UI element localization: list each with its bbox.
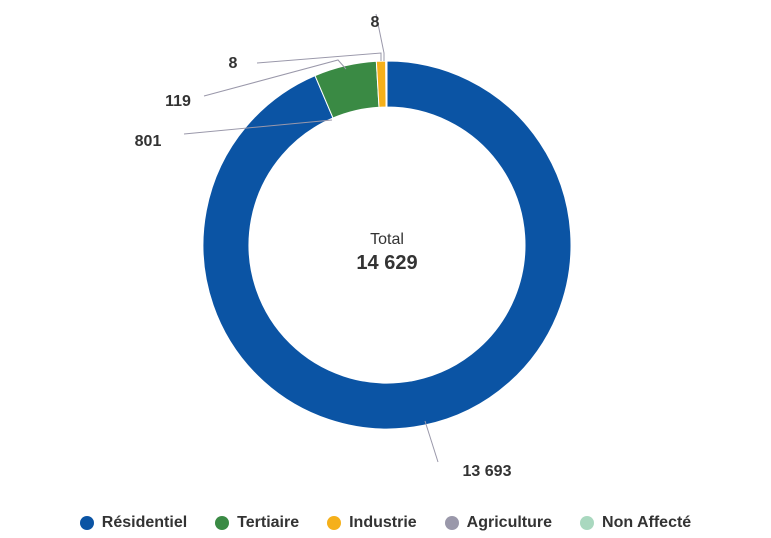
legend-label: Tertiaire: [237, 514, 300, 531]
data-label-agriculture: 8: [229, 55, 238, 72]
data-labels: 13 693 801 119 8 8: [135, 14, 512, 480]
center-caption: Total: [370, 231, 404, 248]
legend-marker: [79, 516, 94, 530]
leader-lines: [183, 13, 439, 463]
leader-line-non-affecte: [375, 13, 385, 61]
donut-chart: 13 693 801 119 8 8 Total 14 629: [135, 13, 572, 480]
legend-item-non-affecte[interactable]: Non Affecté: [580, 514, 691, 532]
data-label-tertiaire: 801: [135, 133, 162, 150]
legend-label: Résidentiel: [101, 514, 188, 531]
chart-legend: Résidentiel Tertiaire Industrie Agriculture…: [0, 508, 771, 538]
leader-line-industrie: [203, 59, 347, 97]
data-label-industrie: 119: [165, 93, 191, 110]
legend-marker: [444, 516, 459, 530]
legend-item-tertiaire[interactable]: Tertiaire: [215, 514, 299, 532]
slice-non-affecte[interactable]: [385, 60, 388, 108]
legend-marker: [580, 516, 595, 530]
leader-line-residentiel: [424, 420, 439, 463]
data-label-non-affecte: 8: [371, 14, 380, 31]
leader-line-tertiaire: [183, 119, 333, 135]
donut-slices: [202, 60, 572, 430]
legend-item-residentiel[interactable]: Résidentiel: [79, 514, 188, 532]
slice-residentiel[interactable]: [202, 60, 572, 430]
legend-label: Non Affecté: [602, 514, 692, 531]
leader-line-agriculture: [256, 52, 382, 64]
legend-label: Industrie: [349, 514, 417, 531]
legend-label: Agriculture: [466, 514, 553, 531]
legend-item-agriculture[interactable]: Agriculture: [444, 514, 553, 532]
legend-marker: [215, 516, 230, 530]
legend-item-industrie[interactable]: Industrie: [327, 514, 417, 532]
center-total: 14 629: [356, 252, 417, 274]
legend-marker: [327, 516, 342, 530]
data-label-residentiel: 13 693: [463, 463, 512, 480]
